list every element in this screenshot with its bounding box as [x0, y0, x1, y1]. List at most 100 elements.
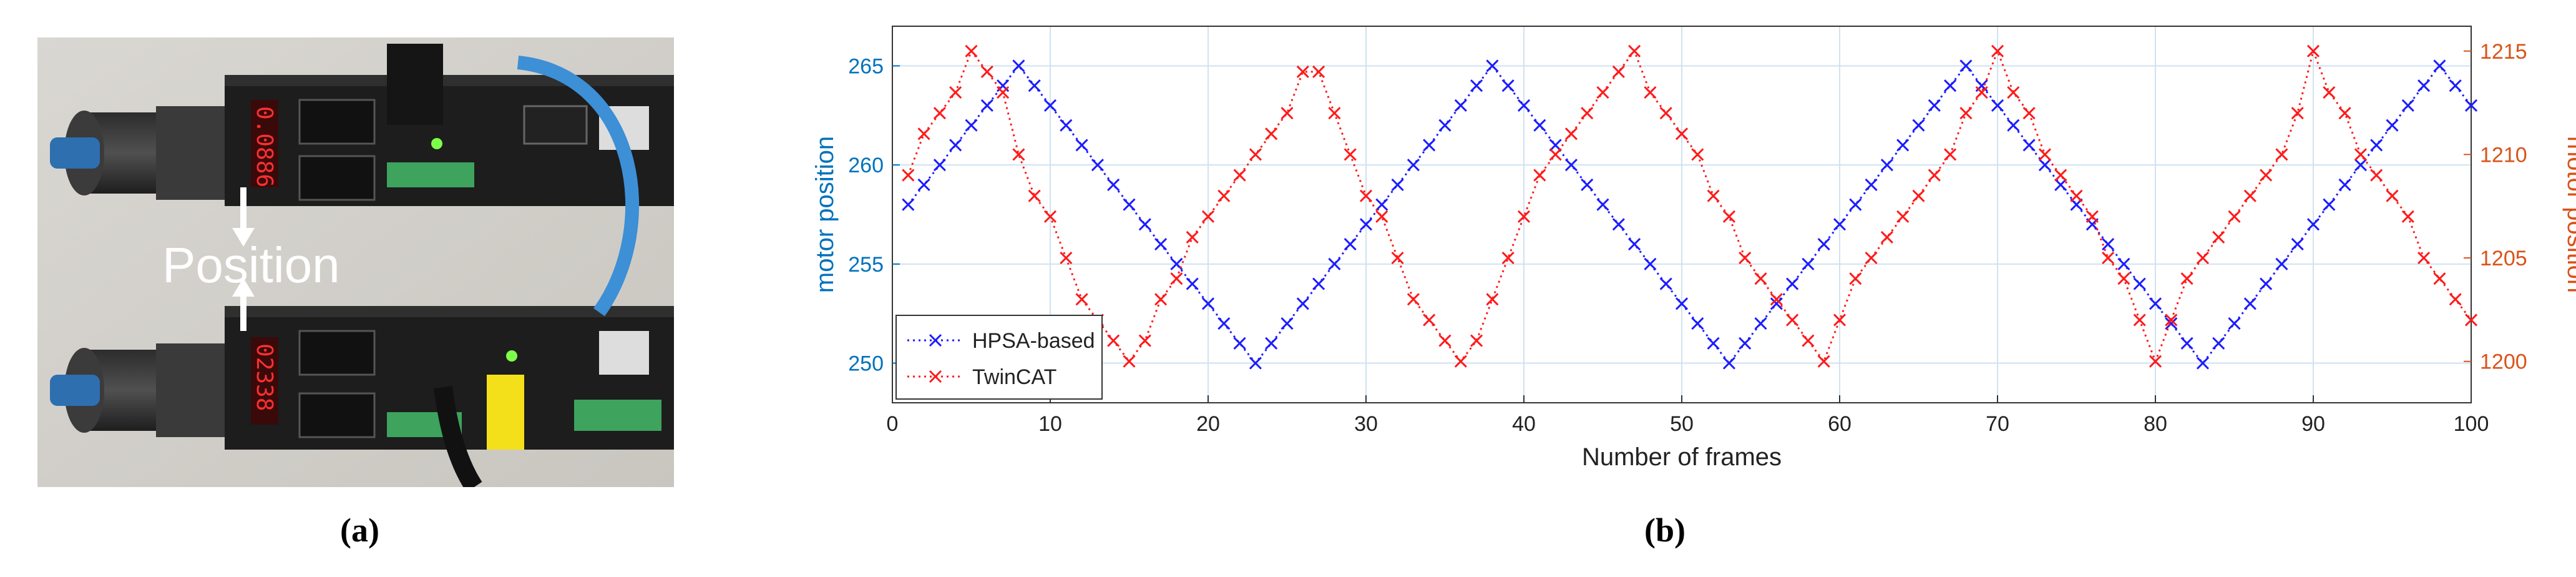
data-point-twincat — [2212, 230, 2225, 244]
data-point-hpsa — [2464, 99, 2478, 112]
data-point-hpsa — [1328, 257, 1341, 270]
y-tick-label-left: 255 — [848, 253, 884, 277]
data-point-twincat — [1644, 86, 1657, 99]
data-point-hpsa — [2401, 99, 2414, 112]
servo-drives-photo: 0.0886 02338 Position — [37, 37, 674, 487]
x-tick-label: 30 — [1354, 412, 1378, 436]
data-point-twincat — [1517, 210, 1531, 223]
data-point-hpsa — [2417, 79, 2431, 92]
data-point-hpsa — [2433, 59, 2446, 72]
data-point-twincat — [2038, 148, 2051, 161]
data-point-twincat — [1959, 107, 1973, 120]
grid — [892, 26, 2472, 403]
data-point-twincat — [1707, 189, 1720, 202]
data-point-hpsa — [1075, 139, 1088, 152]
data-point-hpsa — [933, 159, 946, 172]
data-point-twincat — [1107, 334, 1120, 347]
data-point-hpsa — [1438, 119, 1451, 132]
data-point-twincat — [1722, 210, 1735, 223]
data-point-hpsa — [2180, 337, 2193, 350]
data-point-twincat — [1028, 189, 1041, 202]
data-point-hpsa — [1802, 257, 1815, 270]
x-tick-label: 60 — [1828, 412, 1852, 436]
axes: 0 10 20 30 40 50 60 70 80 90 100 250 255 260 265 1200 12… — [848, 26, 2527, 436]
data-point-hpsa — [1012, 59, 1025, 72]
data-point-twincat — [1675, 127, 1689, 141]
data-point-twincat — [2165, 313, 2178, 327]
data-point-twincat — [1975, 86, 1988, 99]
data-point-hpsa — [2323, 198, 2336, 211]
data-point-hpsa — [2038, 159, 2051, 172]
data-point-twincat — [1865, 252, 1878, 265]
data-point-twincat — [2022, 107, 2036, 120]
bottom-led-display: 02338 — [251, 343, 277, 411]
data-point-hpsa — [2149, 297, 2162, 310]
data-point-hpsa — [2243, 297, 2256, 310]
data-point-twincat — [2070, 189, 2083, 202]
data-point-twincat — [1265, 127, 1278, 141]
data-point-twincat — [1170, 272, 1183, 285]
data-point-hpsa — [2054, 178, 2067, 191]
data-point-hpsa — [2196, 357, 2209, 370]
data-point-twincat — [1628, 44, 1641, 57]
data-point-twincat — [1344, 148, 1357, 161]
data-point-twincat — [1043, 210, 1057, 223]
data-point-hpsa — [902, 198, 915, 211]
data-point-hpsa — [965, 119, 978, 132]
data-point-twincat — [1123, 355, 1136, 368]
data-point-twincat — [2054, 169, 2067, 182]
data-point-hpsa — [1312, 277, 1325, 290]
y-axis-label-right: motor position — [2562, 136, 2576, 293]
data-point-hpsa — [2165, 317, 2178, 330]
data-point-twincat — [1407, 293, 1420, 306]
data-point-twincat — [1659, 107, 1672, 120]
data-point-twincat — [1596, 86, 1609, 99]
data-point-twincat — [2228, 210, 2241, 223]
data-point-hpsa — [1739, 337, 1752, 350]
data-point-twincat — [1786, 313, 1799, 327]
data-point-hpsa — [2306, 218, 2320, 231]
data-point-hpsa — [1060, 119, 1073, 132]
y-tick-label-right: 1215 — [2480, 40, 2527, 64]
data-point-hpsa — [2102, 238, 2115, 251]
data-point-hpsa — [1612, 218, 1625, 231]
data-point-twincat — [2323, 86, 2336, 99]
y-tick-label-left: 260 — [848, 154, 884, 177]
data-point-twincat — [1501, 252, 1515, 265]
data-point-twincat — [1612, 65, 1625, 78]
y-tick-label-right: 1205 — [2480, 247, 2527, 270]
data-point-twincat — [2338, 107, 2351, 120]
data-point-twincat — [2386, 189, 2399, 202]
data-point-twincat — [1296, 65, 1309, 78]
legend: HPSA-based TwinCAT — [895, 315, 1103, 400]
data-point-hpsa — [1691, 317, 1704, 330]
data-point-hpsa — [2354, 159, 2367, 172]
data-point-hpsa — [1912, 119, 1925, 132]
position-label: Position — [162, 237, 340, 293]
data-point-twincat — [1991, 44, 2004, 57]
data-point-twincat — [2401, 210, 2414, 223]
data-point-twincat — [2086, 210, 2099, 223]
data-point-twincat — [1359, 189, 1373, 202]
data-point-hpsa — [1091, 159, 1104, 172]
data-point-hpsa — [1959, 59, 1973, 72]
data-point-twincat — [2291, 107, 2304, 120]
data-point-hpsa — [1391, 178, 1404, 191]
data-point-hpsa — [1265, 337, 1278, 350]
data-point-twincat — [1312, 65, 1325, 78]
data-point-hpsa — [1407, 159, 1420, 172]
legend-marker — [929, 333, 942, 347]
data-point-twincat — [1328, 107, 1341, 120]
data-point-twincat — [1833, 313, 1847, 327]
data-point-hpsa — [1375, 198, 1388, 211]
data-point-twincat — [2007, 86, 2020, 99]
data-point-twincat — [1817, 355, 1830, 368]
data-point-twincat — [1928, 169, 1941, 182]
bottom-motor — [50, 343, 225, 437]
data-point-twincat — [2149, 355, 2162, 368]
data-point-hpsa — [1423, 139, 1436, 152]
data-point-hpsa — [2275, 257, 2288, 270]
data-point-hpsa — [1880, 159, 1893, 172]
data-point-hpsa — [1107, 178, 1120, 191]
data-point-twincat — [1233, 169, 1246, 182]
